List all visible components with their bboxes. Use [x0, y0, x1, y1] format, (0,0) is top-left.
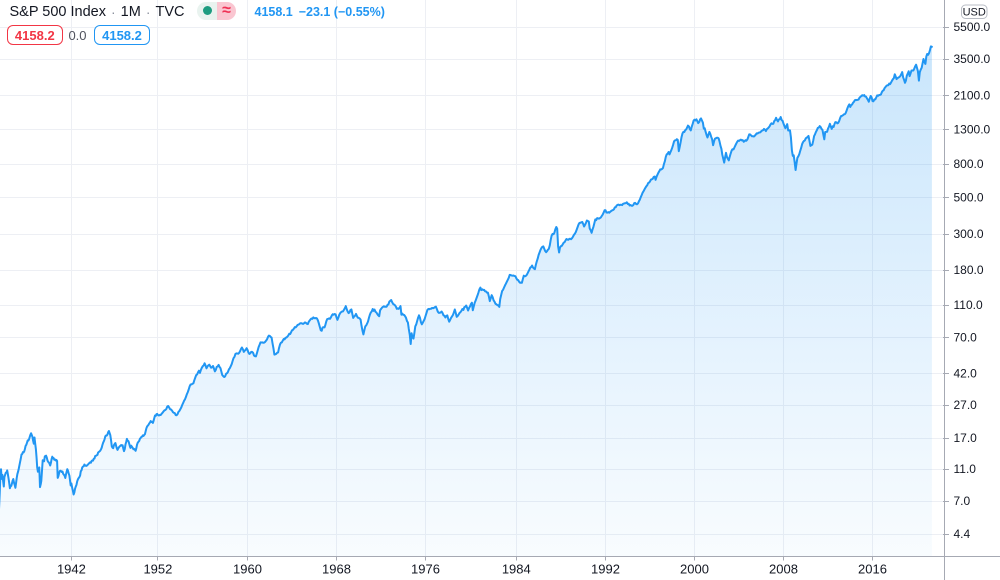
svg-text:70.0: 70.0: [954, 330, 978, 344]
svg-text:17.0: 17.0: [954, 431, 978, 445]
svg-text:4.4: 4.4: [954, 527, 971, 541]
svg-text:1960: 1960: [233, 562, 262, 577]
svg-text:1976: 1976: [411, 562, 440, 577]
svg-text:USD: USD: [963, 7, 986, 19]
svg-text:2008: 2008: [769, 562, 798, 577]
svg-text:1952: 1952: [143, 562, 172, 577]
svg-text:5500.0: 5500.0: [954, 20, 991, 34]
svg-text:1300.0: 1300.0: [954, 123, 991, 137]
svg-text:1992: 1992: [591, 562, 620, 577]
svg-text:2000: 2000: [680, 562, 709, 577]
svg-text:300.0: 300.0: [954, 227, 984, 241]
svg-text:11.0: 11.0: [954, 462, 977, 476]
svg-text:3500.0: 3500.0: [954, 52, 991, 66]
svg-text:1942: 1942: [57, 562, 86, 577]
svg-text:110.0: 110.0: [954, 298, 983, 312]
svg-text:800.0: 800.0: [954, 157, 984, 171]
svg-text:7.0: 7.0: [954, 494, 971, 508]
svg-text:27.0: 27.0: [954, 398, 978, 412]
svg-text:2100.0: 2100.0: [954, 89, 991, 103]
svg-text:500.0: 500.0: [954, 191, 984, 205]
svg-text:42.0: 42.0: [954, 367, 978, 381]
svg-text:2016: 2016: [858, 562, 887, 577]
svg-text:1968: 1968: [322, 562, 351, 577]
svg-text:180.0: 180.0: [954, 263, 984, 277]
svg-text:1984: 1984: [502, 562, 531, 577]
